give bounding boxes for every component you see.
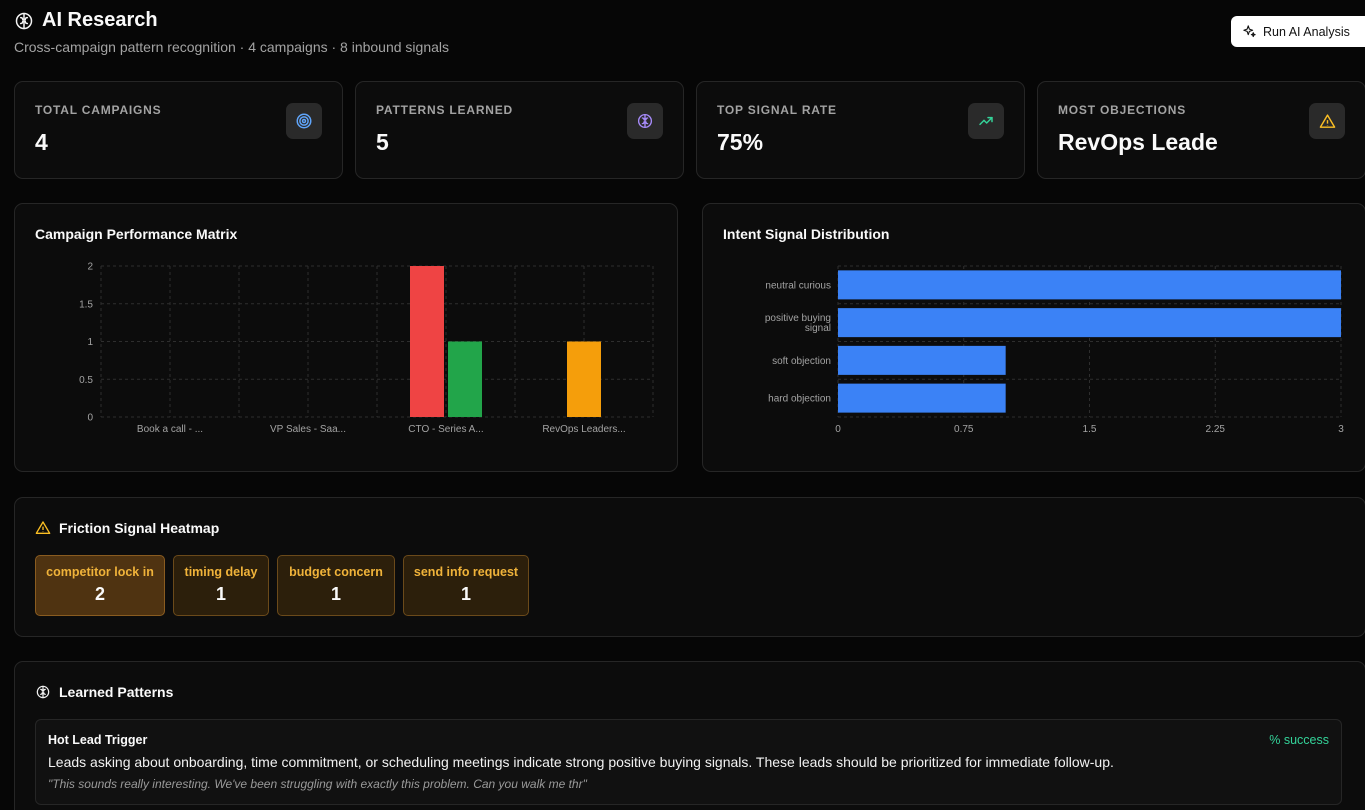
campaign-performance-card: Campaign Performance Matrix 0 0.5 1 1.5 2 Boo…: [14, 203, 678, 472]
stat-label: MOST OBJECTIONS: [1058, 103, 1187, 117]
campaign-performance-chart: 0 0.5 1 1.5 2 Book a call - ... VP Sales - Saa…: [79, 262, 654, 435]
intent-distribution-chart: 0 0.75 1.5 2.25 3 neutral curious positive buy…: [765, 265, 1344, 435]
y-tick-label: soft objection: [772, 356, 831, 367]
x-tick-label: 3: [1338, 424, 1344, 435]
friction-count: 2: [94, 584, 105, 604]
sparkles-icon: [1243, 25, 1256, 38]
campaign-bar: [448, 341, 482, 417]
intent-bar: [838, 270, 1341, 300]
stat-value: 5: [376, 129, 389, 155]
y-tick-label: 2: [87, 262, 93, 273]
warning-icon: [1309, 103, 1345, 139]
card-title: Campaign Performance Matrix: [35, 226, 238, 242]
pattern-item[interactable]: Hot Lead Trigger % success Leads asking …: [35, 719, 1342, 805]
stat-label: PATTERNS LEARNED: [376, 103, 514, 117]
run-ai-analysis-button[interactable]: Run AI Analysis: [1231, 16, 1365, 47]
friction-count: 1: [460, 584, 471, 604]
friction-count: 1: [330, 584, 341, 604]
friction-tile: send info request 1: [403, 555, 529, 616]
stat-card-total-campaigns: TOTAL CAMPAIGNS 4: [14, 81, 343, 179]
card-title: Intent Signal Distribution: [723, 226, 890, 242]
y-tick-label: 0.5: [79, 375, 93, 386]
friction-heatmap-card: Friction Signal Heatmap competitor lock …: [14, 497, 1365, 637]
stat-card-top-signal-rate: TOP SIGNAL RATE 75%: [696, 81, 1025, 179]
friction-title-row: Friction Signal Heatmap: [35, 520, 219, 536]
intent-distribution-card: Intent Signal Distribution 0 0.75 1.5 2.25 3…: [702, 203, 1365, 472]
y-tick-label: signal: [805, 323, 831, 334]
x-tick-label: RevOps Leaders...: [542, 424, 625, 435]
intent-bar: [838, 345, 1006, 375]
stat-value: RevOps Leade: [1058, 129, 1218, 155]
y-tick-label: 1.5: [79, 299, 93, 310]
title-row: AI Research: [14, 9, 158, 32]
pattern-name: Hot Lead Trigger: [48, 733, 148, 747]
stat-value: 75%: [717, 129, 764, 155]
pattern-quote: "This sounds really interesting. We've b…: [48, 777, 587, 791]
x-tick-label: Book a call - ...: [137, 424, 203, 435]
card-title: Learned Patterns: [59, 684, 174, 700]
card-title: Friction Signal Heatmap: [59, 520, 220, 536]
x-tick-label: 0.75: [954, 424, 974, 435]
y-tick-label: positive buying: [765, 313, 831, 324]
friction-tile: competitor lock in 2: [35, 555, 165, 616]
friction-name: competitor lock in: [46, 565, 154, 579]
learned-patterns-card: Learned Patterns Hot Lead Trigger % succ…: [14, 661, 1365, 810]
stat-label: TOP SIGNAL RATE: [717, 103, 837, 117]
x-tick-label: CTO - Series A...: [408, 424, 483, 435]
trending-up-icon: [968, 103, 1004, 139]
friction-name: send info request: [413, 565, 519, 579]
campaign-bar: [410, 266, 444, 417]
target-icon: [286, 103, 322, 139]
pattern-description: Leads asking about onboarding, time comm…: [48, 754, 1114, 770]
warning-icon: [35, 521, 51, 534]
y-tick-label: hard objection: [768, 394, 831, 405]
page-subtitle: Cross-campaign pattern recognition · 4 c…: [14, 39, 450, 55]
stat-label: TOTAL CAMPAIGNS: [35, 103, 162, 117]
y-tick-label: neutral curious: [765, 280, 831, 291]
stat-card-most-objections: MOST OBJECTIONS RevOps Leade: [1037, 81, 1365, 179]
x-tick-label: 0: [835, 424, 841, 435]
pattern-success: % success: [1269, 733, 1329, 747]
intent-bar: [838, 383, 1006, 413]
x-tick-label: VP Sales - Saa...: [270, 424, 346, 435]
run-ai-analysis-label: Run AI Analysis: [1263, 24, 1350, 39]
x-tick-label: 2.25: [1206, 424, 1226, 435]
x-tick-label: 1.5: [1083, 424, 1097, 435]
patterns-title-row: Learned Patterns: [35, 684, 173, 700]
friction-count: 1: [215, 584, 226, 604]
friction-tile: budget concern 1: [277, 555, 395, 616]
brain-icon: [627, 103, 663, 139]
friction-tile: timing delay 1: [173, 555, 269, 616]
intent-bar: [838, 308, 1341, 338]
friction-name: budget concern: [289, 565, 383, 579]
y-tick-label: 1: [87, 337, 93, 348]
y-tick-label: 0: [87, 413, 93, 424]
brain-icon: [15, 12, 33, 29]
stat-value: 4: [35, 129, 48, 155]
brain-icon: [36, 685, 50, 699]
page-title: AI Research: [42, 9, 158, 31]
campaign-bar: [567, 341, 601, 417]
stat-card-patterns-learned: PATTERNS LEARNED 5: [355, 81, 684, 179]
friction-name: timing delay: [184, 565, 258, 579]
